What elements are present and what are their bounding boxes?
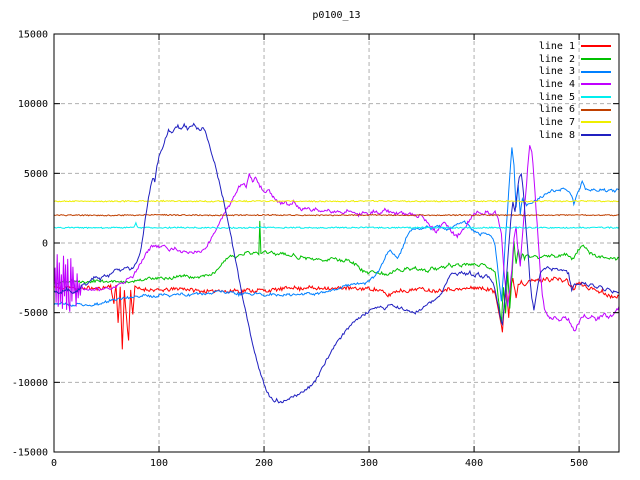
legend-label: line 4 — [538, 78, 575, 90]
legend-entry: line 4 — [539, 78, 611, 91]
legend-line-sample — [581, 83, 611, 86]
legend-label: line 7 — [538, 116, 575, 128]
x-tick-label: 0 — [51, 458, 57, 469]
legend-line-sample — [581, 58, 611, 61]
legend-label: line 1 — [538, 40, 575, 52]
legend-label: line 3 — [538, 66, 575, 78]
legend-label: line 6 — [538, 104, 575, 116]
legend-entry: line 2 — [539, 53, 611, 66]
legend-line-sample — [581, 121, 611, 124]
legend-entry: line 8 — [539, 129, 611, 142]
y-tick-label: -15000 — [12, 448, 48, 459]
y-tick-label: 10000 — [18, 99, 48, 110]
legend-entry: line 7 — [539, 116, 611, 129]
series-line-line-1 — [53, 276, 620, 350]
series-line-line-6 — [53, 213, 620, 217]
y-tick-label: 15000 — [18, 30, 48, 41]
legend-entry: line 3 — [539, 65, 611, 78]
series-line-line-8 — [53, 122, 620, 404]
legend-label: line 5 — [538, 91, 575, 103]
legend-entry: line 1 — [539, 40, 611, 53]
x-tick-label: 400 — [465, 458, 483, 469]
x-tick-label: 500 — [570, 458, 588, 469]
legend-line-sample — [581, 108, 611, 111]
x-tick-label: 300 — [360, 458, 378, 469]
chart-legend: line 1 line 2 line 3 line 4 line 5 line 6 line… — [539, 40, 611, 142]
series-line-line-4 — [53, 145, 620, 332]
series-line-line-2 — [53, 220, 620, 323]
legend-entry: line 5 — [539, 91, 611, 104]
legend-line-sample — [581, 96, 611, 99]
legend-line-sample — [581, 70, 611, 73]
legend-label: line 8 — [538, 129, 575, 141]
legend-entry: line 6 — [539, 103, 611, 116]
x-tick-label: 100 — [150, 458, 168, 469]
y-tick-label: -10000 — [12, 378, 48, 389]
y-tick-label: -5000 — [18, 308, 48, 319]
legend-line-sample — [581, 134, 611, 137]
chart-title: p0100_13 — [312, 10, 361, 21]
legend-line-sample — [581, 45, 611, 48]
series-line-line-5 — [53, 221, 620, 230]
x-tick-label: 200 — [255, 458, 273, 469]
y-tick-label: 5000 — [24, 169, 48, 180]
legend-label: line 2 — [538, 53, 575, 65]
y-tick-label: 0 — [42, 239, 48, 250]
